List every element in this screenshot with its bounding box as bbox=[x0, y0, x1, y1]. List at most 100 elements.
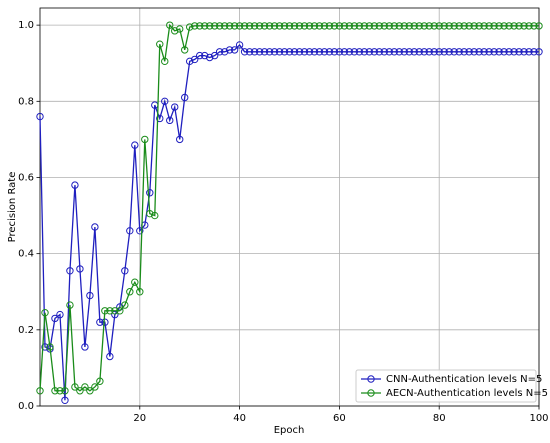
data-point bbox=[305, 22, 314, 30]
data-point bbox=[520, 22, 528, 30]
data-point bbox=[295, 22, 304, 30]
data-point bbox=[330, 22, 339, 30]
data-point bbox=[530, 22, 538, 30]
data-point bbox=[141, 135, 149, 144]
data-point bbox=[405, 48, 413, 56]
data-point bbox=[250, 48, 259, 56]
data-point bbox=[505, 48, 513, 56]
data-point bbox=[151, 211, 159, 220]
data-point bbox=[190, 22, 199, 30]
legend-marker bbox=[367, 389, 375, 397]
data-point bbox=[500, 22, 508, 30]
data-point bbox=[535, 48, 543, 56]
x-tick-label: 80 bbox=[433, 413, 446, 424]
data-point bbox=[395, 22, 403, 30]
data-point bbox=[121, 301, 129, 309]
data-point bbox=[66, 267, 74, 275]
data-point bbox=[330, 48, 339, 56]
data-point bbox=[250, 22, 259, 30]
data-point bbox=[51, 314, 59, 323]
data-point bbox=[410, 48, 418, 56]
legend-marker bbox=[367, 375, 375, 383]
data-point bbox=[230, 46, 239, 54]
data-point bbox=[260, 48, 269, 56]
data-point bbox=[335, 48, 344, 56]
data-point bbox=[61, 396, 69, 404]
data-point bbox=[76, 265, 84, 273]
data-point bbox=[365, 48, 374, 56]
data-point bbox=[450, 48, 458, 56]
data-point bbox=[350, 22, 359, 30]
data-point bbox=[325, 48, 334, 56]
data-point bbox=[295, 48, 304, 56]
data-point bbox=[111, 307, 119, 315]
series-line bbox=[39, 43, 539, 401]
x-tick-label: 60 bbox=[333, 413, 346, 424]
data-point bbox=[186, 57, 194, 66]
data-point bbox=[156, 40, 164, 48]
data-point bbox=[220, 48, 229, 56]
data-point bbox=[380, 48, 389, 56]
data-point bbox=[485, 22, 493, 30]
data-point bbox=[66, 301, 74, 309]
data-point bbox=[465, 22, 473, 30]
data-point bbox=[510, 22, 518, 30]
data-point bbox=[430, 48, 438, 56]
data-point bbox=[515, 22, 523, 30]
data-point bbox=[425, 48, 433, 56]
data-point bbox=[445, 22, 453, 30]
data-point bbox=[220, 22, 229, 30]
y-tick-label: 0.0 bbox=[18, 401, 34, 412]
data-point bbox=[495, 22, 503, 30]
data-point bbox=[131, 141, 139, 149]
data-point bbox=[345, 48, 354, 56]
data-point bbox=[445, 48, 453, 56]
data-point bbox=[116, 307, 124, 315]
data-point bbox=[365, 22, 374, 30]
y-tick-label: 1.0 bbox=[18, 20, 34, 31]
data-point bbox=[171, 27, 179, 35]
data-point bbox=[265, 22, 274, 30]
data-point bbox=[51, 387, 59, 395]
data-point bbox=[340, 48, 349, 56]
data-point bbox=[435, 48, 443, 56]
data-point bbox=[440, 48, 448, 56]
data-point bbox=[345, 22, 354, 30]
x-tick-label: 40 bbox=[233, 413, 246, 424]
data-point bbox=[146, 209, 154, 218]
data-point bbox=[515, 48, 523, 56]
data-point bbox=[485, 48, 493, 56]
data-point bbox=[490, 22, 498, 30]
data-point bbox=[375, 48, 384, 56]
data-point bbox=[86, 291, 94, 300]
data-point bbox=[106, 307, 114, 315]
data-point bbox=[245, 48, 254, 56]
legend: CNN-Authentication levels N=5 AECN-Authen… bbox=[355, 369, 548, 403]
data-point bbox=[166, 21, 174, 29]
data-point bbox=[235, 22, 244, 30]
data-point bbox=[275, 22, 284, 30]
data-point bbox=[385, 22, 393, 30]
data-point bbox=[146, 189, 154, 197]
data-point bbox=[505, 22, 513, 30]
data-point bbox=[525, 22, 533, 30]
data-point bbox=[430, 22, 438, 30]
data-point bbox=[166, 116, 174, 125]
data-point bbox=[535, 22, 543, 30]
data-point bbox=[395, 48, 403, 56]
data-point bbox=[81, 383, 89, 391]
data-point bbox=[210, 51, 219, 60]
data-point bbox=[305, 48, 314, 56]
data-point bbox=[520, 48, 528, 56]
data-point bbox=[315, 22, 324, 30]
data-point bbox=[265, 48, 274, 56]
data-point bbox=[76, 387, 84, 395]
data-point bbox=[290, 48, 299, 56]
legend-box bbox=[355, 369, 537, 403]
data-point bbox=[41, 343, 49, 351]
data-point bbox=[61, 387, 69, 395]
data-point bbox=[275, 48, 284, 56]
data-point bbox=[280, 48, 289, 56]
data-point bbox=[240, 48, 249, 56]
data-point bbox=[190, 55, 199, 64]
